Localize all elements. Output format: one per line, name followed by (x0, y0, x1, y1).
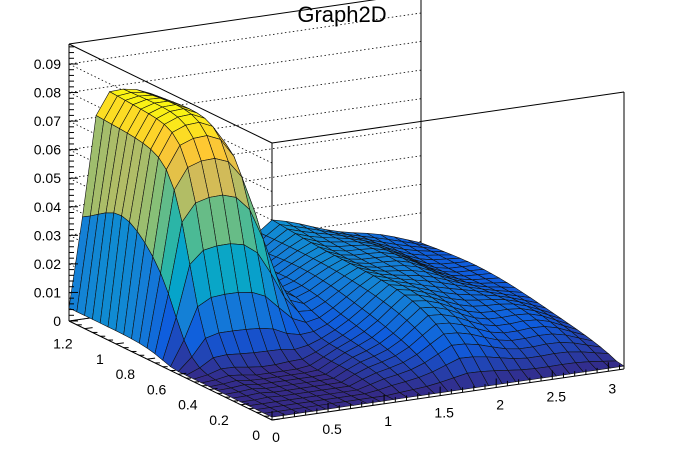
x-tick-label: 3 (608, 380, 616, 396)
y-tick-label: 0.6 (147, 381, 167, 397)
z-tick-label: 0.04 (34, 199, 61, 215)
x-axis: 0 0.5 1 1.5 2 2.5 3 (271, 362, 621, 445)
z-tick-label: 0.08 (34, 85, 61, 101)
y-tick (240, 403, 249, 406)
frame-edge (68, 43, 273, 144)
y-tick (115, 342, 124, 345)
z-tick-label: 0.03 (34, 227, 61, 243)
z-axis: 0 0.01 0.02 0.03 0.04 0.05 0.06 0.07 0.08 0.09 (34, 46, 78, 329)
z-tick-label: 0.01 (34, 284, 61, 300)
y-tick (178, 372, 187, 375)
x-tick-label: 0 (272, 429, 280, 445)
x-tick-label: 1.5 (434, 405, 454, 421)
frame-edge (271, 368, 625, 421)
z-tick-label: 0.07 (34, 113, 61, 129)
surface-mesh (68, 88, 625, 418)
y-tick (271, 418, 281, 421)
y-tick-label: 1 (96, 351, 104, 367)
y-tick-label: 0.4 (178, 397, 198, 413)
x-tick-label: 1 (384, 413, 392, 429)
x-tick-label: 2.5 (547, 388, 567, 404)
chart-title: Graph2D (297, 2, 386, 27)
z-tick-label: 0.02 (34, 256, 61, 272)
y-axis: 0 0.2 0.4 0.6 0.8 1 1.2 (53, 320, 281, 443)
y-tick (84, 327, 93, 330)
x-tick-label: 0.5 (322, 421, 342, 437)
y-tick-label: 1.2 (53, 336, 73, 352)
y-tick-label: 0 (252, 427, 260, 443)
x-tick-label: 2 (496, 397, 504, 413)
z-tick-label: 0.06 (34, 142, 61, 158)
y-tick-label: 0.2 (209, 412, 229, 428)
frame-edge (271, 91, 625, 144)
z-tick-label: 0.09 (34, 56, 61, 72)
z-tick-label: 0.05 (34, 170, 61, 186)
y-tick (147, 357, 156, 360)
y-tick-label: 0.8 (116, 366, 136, 382)
z-tick-label: 0 (53, 313, 61, 329)
surface-cell (263, 411, 287, 418)
frame-edge (68, 0, 377, 45)
y-tick (209, 388, 218, 391)
